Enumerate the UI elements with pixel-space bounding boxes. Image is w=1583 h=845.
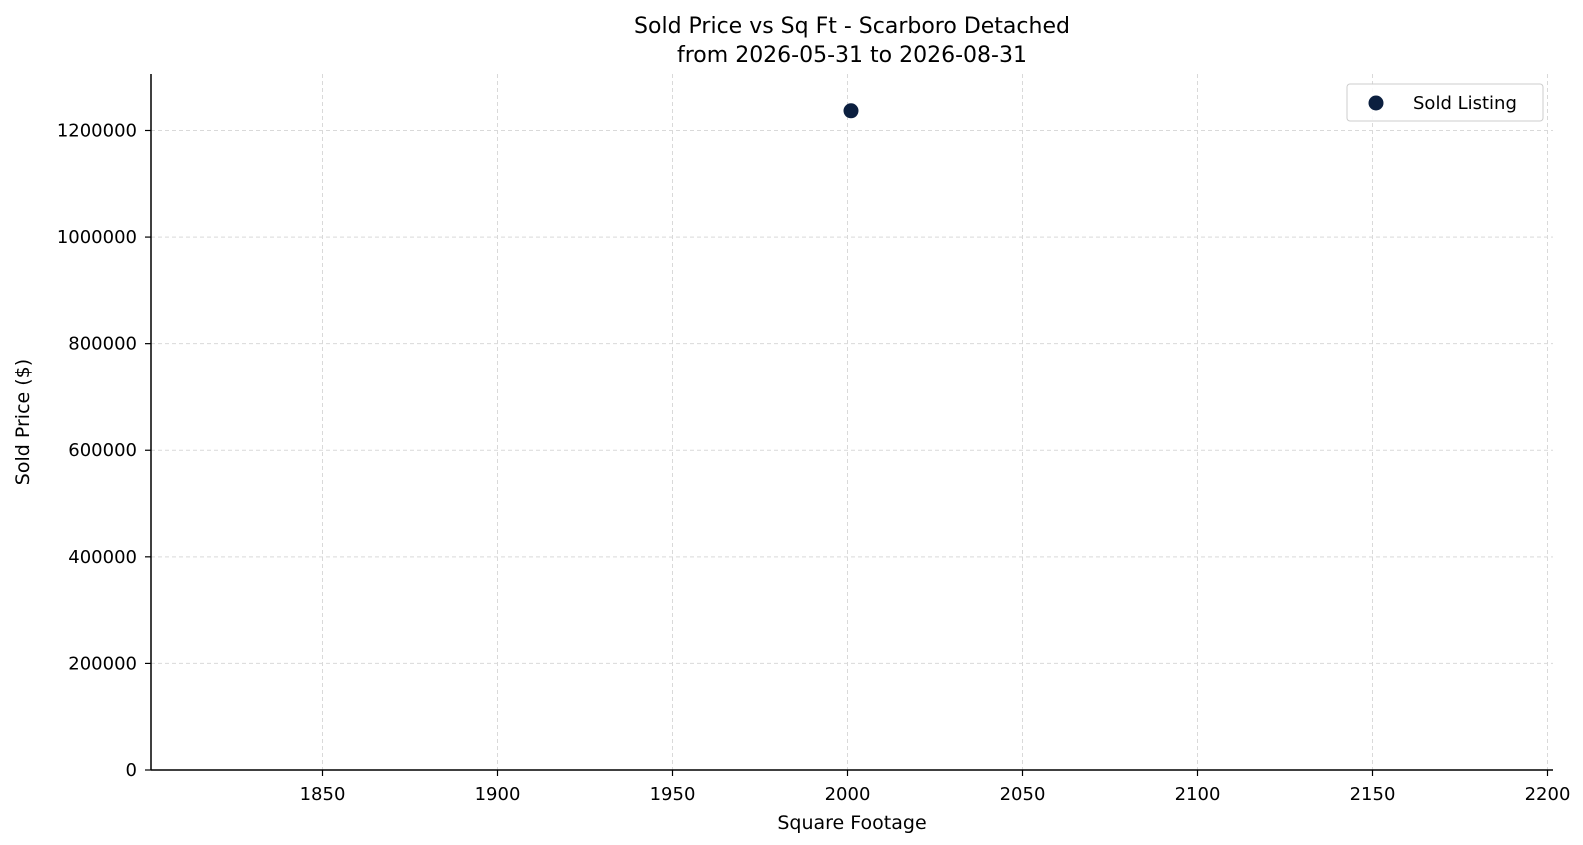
y-tick-label: 1000000 [57, 227, 137, 248]
y-tick-label: 400000 [68, 547, 137, 568]
chart-subtitle: from 2026-05-31 to 2026-08-31 [677, 43, 1027, 68]
y-tick-label: 200000 [68, 653, 137, 674]
legend-box [1346, 83, 1544, 122]
data-point [843, 103, 859, 119]
legend-marker [1368, 95, 1384, 111]
x-tick-label: 2000 [825, 784, 871, 805]
y-tick-label: 800000 [68, 334, 137, 355]
x-tick-label: 2050 [1000, 784, 1046, 805]
x-axis-label: Square Footage [777, 812, 926, 834]
y-tick-label: 1200000 [57, 120, 137, 141]
y-axis-ticks: 0 200000 400000 800000 600000 1000000 1200000 [57, 120, 151, 781]
x-tick-label: 1950 [650, 784, 696, 805]
chart-title: Sold Price vs Sq Ft - Scarboro Detached [634, 14, 1070, 39]
x-tick-label: 1850 [300, 784, 346, 805]
x-tick-label: 2150 [1350, 784, 1396, 805]
x-tick-label: 2100 [1175, 784, 1221, 805]
x-tick-label: 2200 [1525, 784, 1571, 805]
y-axis-label: Sold Price ($) [12, 359, 34, 485]
grid [151, 74, 1553, 770]
x-tick-label: 1900 [475, 784, 521, 805]
data-points [843, 103, 859, 119]
y-tick-label: 600000 [68, 440, 137, 461]
y-tick-label: 0 [126, 760, 137, 781]
legend-label: Sold Listing [1413, 93, 1517, 114]
legend: Sold Listing [1346, 83, 1544, 122]
x-axis-ticks: 1850 1900 1950 2000 2050 2100 2150 2200 [300, 770, 1571, 805]
